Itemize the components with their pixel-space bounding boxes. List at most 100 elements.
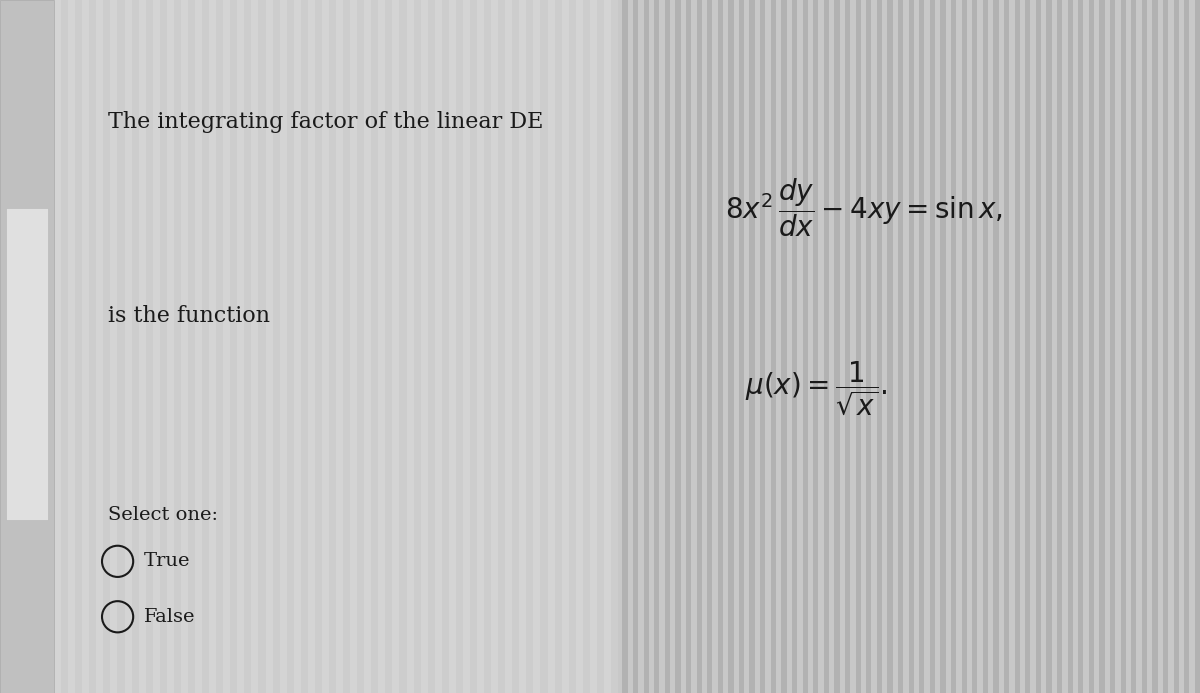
Bar [420, 0, 427, 693]
Bar [365, 0, 371, 693]
Bar [866, 0, 871, 693]
Bar [823, 0, 829, 693]
Bar [893, 0, 898, 693]
Bar [908, 0, 914, 693]
Bar [946, 0, 950, 693]
Bar [1099, 0, 1104, 693]
Bar [1184, 0, 1189, 693]
Bar [977, 0, 983, 693]
Bar [1104, 0, 1110, 693]
Bar [1178, 0, 1184, 693]
Text: $8x^2\,\dfrac{dy}{dx} - 4xy = \sin x,$: $8x^2\,\dfrac{dy}{dx} - 4xy = \sin x,$ [725, 177, 1003, 239]
Bar [265, 0, 272, 693]
Bar [6, 208, 48, 520]
Bar [818, 0, 823, 693]
Bar [611, 0, 618, 693]
Bar [914, 0, 919, 693]
Bar [188, 0, 194, 693]
Bar [1078, 0, 1084, 693]
Bar [160, 0, 167, 693]
Bar [336, 0, 343, 693]
Bar [540, 0, 547, 693]
Bar [1147, 0, 1152, 693]
Bar [245, 0, 252, 693]
Bar [527, 0, 534, 693]
Bar [1158, 0, 1163, 693]
Bar [442, 0, 449, 693]
Bar [238, 0, 245, 693]
Bar [586, 0, 590, 693]
Bar [181, 0, 188, 693]
Bar [676, 0, 680, 693]
Bar [1073, 0, 1078, 693]
Bar [118, 0, 125, 693]
Bar [1094, 0, 1099, 693]
Bar [590, 0, 596, 693]
Bar [1189, 0, 1195, 693]
Bar [484, 0, 491, 693]
Bar [174, 0, 181, 693]
Bar [840, 0, 845, 693]
Bar [1152, 0, 1158, 693]
Bar [722, 0, 728, 693]
Bar [564, 0, 569, 693]
Bar [904, 0, 908, 693]
Bar [871, 0, 877, 693]
Bar [1174, 0, 1178, 693]
Bar [392, 0, 400, 693]
Bar [760, 0, 766, 693]
Bar [1110, 0, 1115, 693]
Bar [1132, 0, 1136, 693]
Bar [628, 0, 632, 693]
Text: False: False [144, 608, 196, 626]
Bar [575, 0, 580, 693]
Bar [1068, 0, 1073, 693]
Bar [972, 0, 977, 693]
Bar [505, 0, 512, 693]
Bar [583, 0, 590, 693]
Bar [930, 0, 935, 693]
Bar [1051, 0, 1057, 693]
Bar [434, 0, 442, 693]
Bar [898, 0, 904, 693]
Bar [604, 0, 611, 693]
Bar [994, 0, 998, 693]
Bar [54, 0, 61, 693]
Bar [580, 0, 586, 693]
Bar [385, 0, 392, 693]
Bar [649, 0, 654, 693]
Bar [82, 0, 89, 693]
Bar [797, 0, 803, 693]
Bar [358, 0, 365, 693]
Bar [427, 0, 434, 693]
Bar [167, 0, 174, 693]
Bar [941, 0, 946, 693]
Bar [606, 0, 612, 693]
Bar [1126, 0, 1132, 693]
Bar [733, 0, 739, 693]
Bar [350, 0, 358, 693]
Bar [961, 0, 967, 693]
Bar [686, 0, 691, 693]
Bar [595, 0, 601, 693]
Bar [707, 0, 713, 693]
Bar [498, 0, 505, 693]
Bar [670, 0, 676, 693]
Bar [988, 0, 994, 693]
Bar [956, 0, 961, 693]
Bar [400, 0, 407, 693]
Bar [728, 0, 733, 693]
Bar [845, 0, 850, 693]
Bar [463, 0, 470, 693]
Bar [660, 0, 665, 693]
Bar [1136, 0, 1141, 693]
Text: $\mu(x) = \dfrac{1}{\sqrt{x}}.$: $\mu(x) = \dfrac{1}{\sqrt{x}}.$ [745, 359, 887, 417]
Bar [1057, 0, 1062, 693]
Bar [766, 0, 770, 693]
Bar [1004, 0, 1009, 693]
Text: True: True [144, 552, 191, 570]
Bar [307, 0, 314, 693]
Bar [1084, 0, 1088, 693]
Bar [750, 0, 755, 693]
Bar [1031, 0, 1036, 693]
